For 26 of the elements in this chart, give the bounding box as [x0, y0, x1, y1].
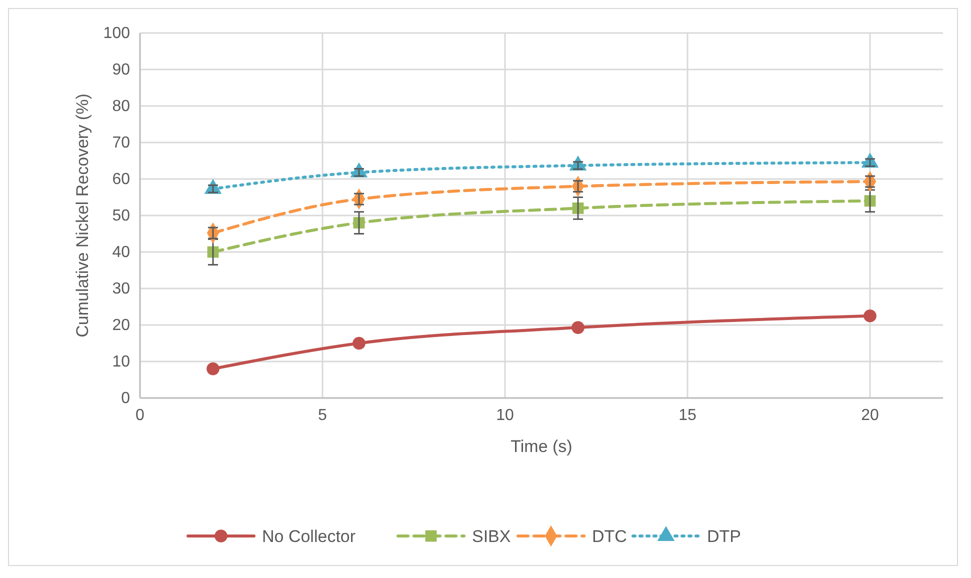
y-axis-title: Cumulative Nickel Recovery (%) [73, 94, 92, 338]
legend-label: DTC [592, 527, 627, 546]
x-tick-label: 15 [678, 407, 696, 424]
legend-label: No Collector [262, 527, 356, 546]
y-tick-label: 20 [112, 317, 130, 334]
point [572, 321, 584, 334]
y-tick-label: 70 [112, 134, 130, 152]
point [864, 309, 876, 322]
y-tick-label: 100 [103, 25, 130, 42]
legend-label: SIBX [472, 527, 511, 546]
y-tick-label: 30 [112, 280, 130, 298]
y-tick-label: 50 [112, 208, 130, 224]
point [352, 336, 366, 350]
x-tick-label: 20 [861, 407, 879, 424]
point [206, 362, 220, 376]
y-tick-label: 80 [112, 98, 130, 115]
x-axis-title: Time (s) [510, 437, 572, 456]
y-tick-label: 10 [112, 354, 130, 370]
legend-label: DTP [707, 527, 741, 546]
x-tick-label: 10 [496, 407, 514, 424]
y-tick-label: 40 [112, 244, 130, 261]
x-tick-label: 5 [318, 407, 328, 424]
y-tick-label: 0 [121, 390, 130, 407]
y-tick-label: 90 [112, 62, 130, 78]
y-tick-label: 60 [112, 171, 130, 188]
x-tick-label: 0 [136, 407, 145, 424]
